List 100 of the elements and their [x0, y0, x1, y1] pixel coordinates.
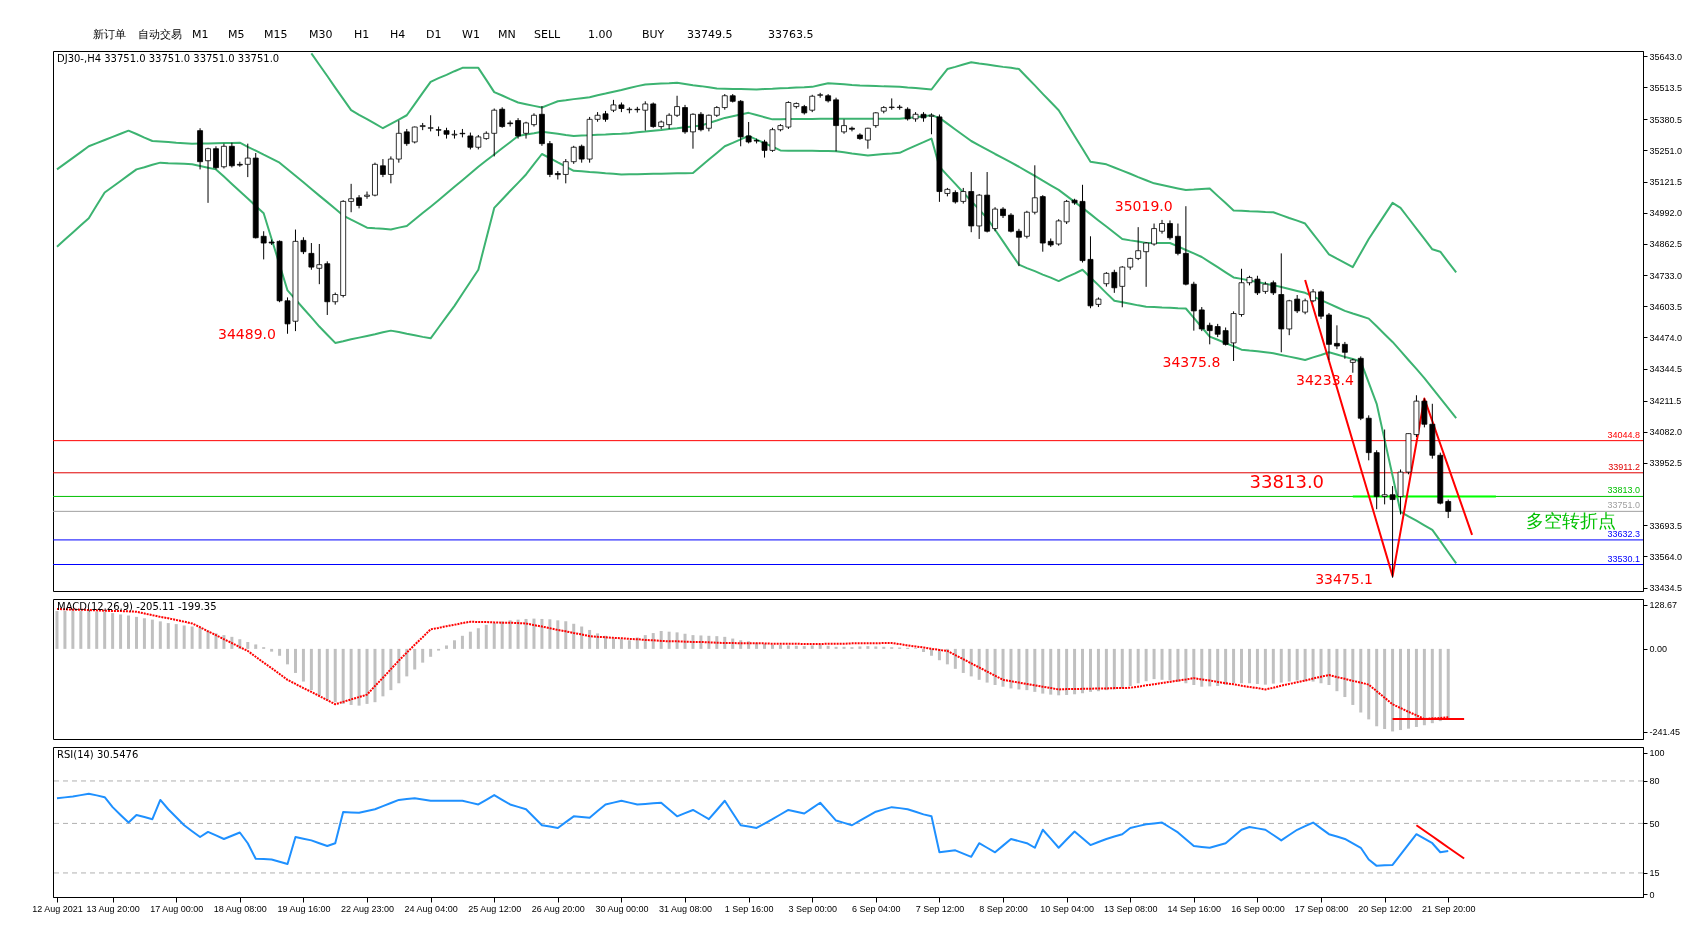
bar	[317, 648, 321, 696]
bar	[445, 645, 449, 649]
bar	[691, 635, 695, 649]
line-series	[310, 52, 1458, 274]
x-tick-label: 19 Aug 16:00	[277, 903, 331, 914]
candlestick	[1206, 322, 1213, 345]
candlestick	[387, 155, 394, 184]
bar	[246, 642, 250, 649]
x-tick-label: 6 Sep 04:00	[852, 903, 901, 914]
bar	[1430, 648, 1434, 724]
bar	[1391, 648, 1395, 732]
bar	[763, 643, 767, 649]
text: M30	[309, 28, 333, 41]
bar	[1160, 648, 1164, 680]
bar	[1414, 648, 1418, 727]
bar	[842, 646, 846, 649]
bar	[524, 618, 528, 649]
y-tick-label: 34474.0	[1649, 332, 1683, 343]
bar	[1383, 648, 1387, 730]
bar	[643, 635, 647, 649]
y-tick-label: 100	[1649, 748, 1665, 759]
bar	[778, 645, 782, 649]
bar	[405, 648, 409, 677]
bar	[1128, 648, 1132, 687]
bar	[532, 618, 536, 649]
bar	[1438, 648, 1442, 722]
x-tick-label: 20 Sep 12:00	[1358, 903, 1412, 914]
bar	[564, 621, 568, 649]
bar	[1406, 648, 1410, 729]
text: 新订单	[93, 28, 126, 41]
candlestick	[698, 111, 704, 132]
x-tick-label: 30 Aug 00:00	[595, 903, 649, 914]
x-tick-label: 13 Sep 08:00	[1103, 903, 1158, 914]
y-tick-label: 35513.5	[1649, 82, 1683, 93]
bar	[683, 633, 687, 649]
bar	[659, 630, 663, 649]
bar	[818, 644, 822, 649]
ref-line-label: 33751.0	[1607, 500, 1640, 511]
annotation: 33475.1	[1315, 570, 1374, 587]
text: MN	[498, 28, 516, 41]
x-tick-label: 17 Sep 08:00	[1294, 903, 1349, 914]
bar	[834, 646, 838, 649]
text: W1	[462, 28, 480, 41]
y-tick-label: 34603.5	[1649, 301, 1683, 312]
bar	[1168, 648, 1172, 681]
y-tick-label: -241.45	[1649, 727, 1681, 738]
candlestick	[380, 158, 386, 178]
bar	[619, 639, 623, 649]
bar	[111, 613, 115, 649]
candlestick	[674, 95, 680, 118]
text: D1	[426, 28, 442, 41]
bar	[1088, 648, 1092, 692]
candlestick	[213, 145, 219, 170]
bar	[190, 626, 194, 649]
ref-line-label: 33530.1	[1607, 553, 1640, 564]
candlestick	[690, 112, 696, 150]
text: H4	[390, 28, 406, 41]
candlestick	[1135, 226, 1142, 261]
text: 33749.5	[687, 28, 733, 41]
bar	[1208, 648, 1212, 687]
text: H1	[354, 28, 370, 41]
bar	[270, 648, 274, 652]
candlestick	[205, 147, 211, 204]
bar	[953, 648, 957, 669]
bar	[1319, 648, 1323, 684]
bar	[969, 648, 973, 677]
y-tick-label: 33564.0	[1649, 551, 1683, 562]
bar	[1422, 648, 1426, 726]
chart-title: MACD(12,26,9) -205.11 -199.35	[57, 601, 217, 612]
candlestick	[1167, 219, 1173, 241]
x-tick-label: 24 Aug 04:00	[404, 903, 458, 914]
chart-title: DJ30-,H4 33751.0 33751.0 33751.0 33751.0	[57, 53, 280, 64]
bar	[1255, 648, 1259, 684]
y-tick-label: 33693.5	[1649, 520, 1683, 531]
bar	[627, 640, 631, 649]
bar	[882, 646, 886, 649]
candlestick	[888, 97, 895, 111]
bar	[810, 645, 814, 649]
bar	[1247, 648, 1251, 684]
bar	[309, 648, 313, 691]
bar	[1152, 648, 1156, 680]
y-tick-label: 35643.0	[1649, 51, 1683, 62]
candlestick	[1341, 341, 1348, 360]
bar	[786, 645, 790, 649]
bar	[1240, 648, 1244, 684]
bar	[1216, 648, 1220, 687]
bar	[675, 632, 679, 649]
x-tick-label: 21 Sep 20:00	[1421, 903, 1476, 914]
bar	[1017, 648, 1021, 690]
bar	[484, 624, 488, 649]
x-tick-label: 14 Sep 16:00	[1167, 903, 1222, 914]
bar	[826, 645, 830, 649]
candlestick	[1294, 294, 1301, 314]
x-tick-label: 26 Aug 20:00	[531, 903, 585, 914]
ref-line-label: 34044.8	[1607, 429, 1640, 440]
bar	[1271, 648, 1275, 684]
text: BUY	[642, 28, 665, 41]
text: M15	[264, 28, 288, 41]
bar	[1359, 648, 1363, 713]
bar	[150, 619, 154, 649]
